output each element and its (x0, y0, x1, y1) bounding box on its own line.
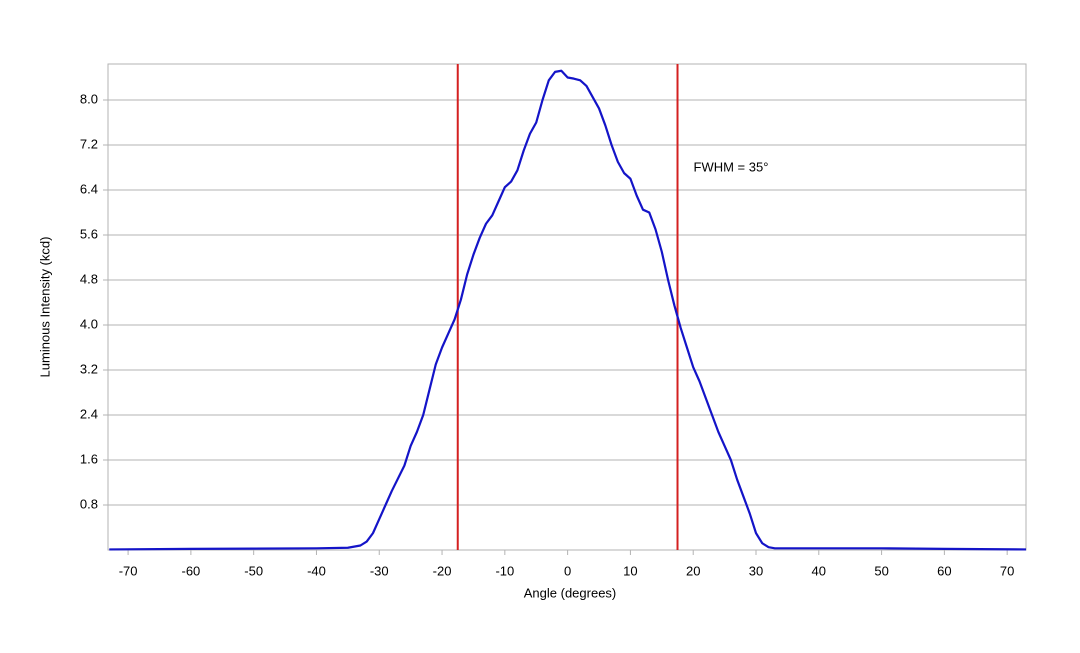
x-tick-label: -30 (370, 563, 389, 578)
x-tick-label: -70 (119, 563, 138, 578)
data-line (109, 69, 1027, 551)
x-tick-label: 0 (564, 563, 571, 578)
plot-frame (107, 63, 1027, 551)
x-axis-label: Angle (degrees) (524, 585, 617, 600)
x-tick-label: 30 (749, 563, 763, 578)
y-tick-label: 8.0 (80, 91, 98, 106)
x-tick-label: 20 (686, 563, 700, 578)
x-tick-label: -20 (433, 563, 452, 578)
y-tick-label: 7.2 (80, 136, 98, 151)
x-tick-label: -60 (181, 563, 200, 578)
x-tick-label: 60 (937, 563, 951, 578)
x-tick-label: 10 (623, 563, 637, 578)
y-tick-label: 0.8 (80, 496, 98, 511)
x-tick-label: 50 (874, 563, 888, 578)
x-tick-label: -10 (495, 563, 514, 578)
y-tick-label: 3.2 (80, 361, 98, 376)
x-tick-label: -50 (244, 563, 263, 578)
y-tick-label: 4.0 (80, 316, 98, 331)
x-tick-label: 40 (812, 563, 826, 578)
x-tick-label: -40 (307, 563, 326, 578)
annotation: FWHM = 35° (694, 159, 769, 174)
x-tick-label: 70 (1000, 563, 1014, 578)
y-tick-label: 5.6 (80, 226, 98, 241)
y-axis-label: Luminous Intensity (kcd) (37, 237, 52, 378)
y-tick-label: 2.4 (80, 406, 98, 421)
y-tick-label: 6.4 (80, 181, 98, 196)
y-tick-label: 4.8 (80, 271, 98, 286)
y-tick-label: 1.6 (80, 451, 98, 466)
